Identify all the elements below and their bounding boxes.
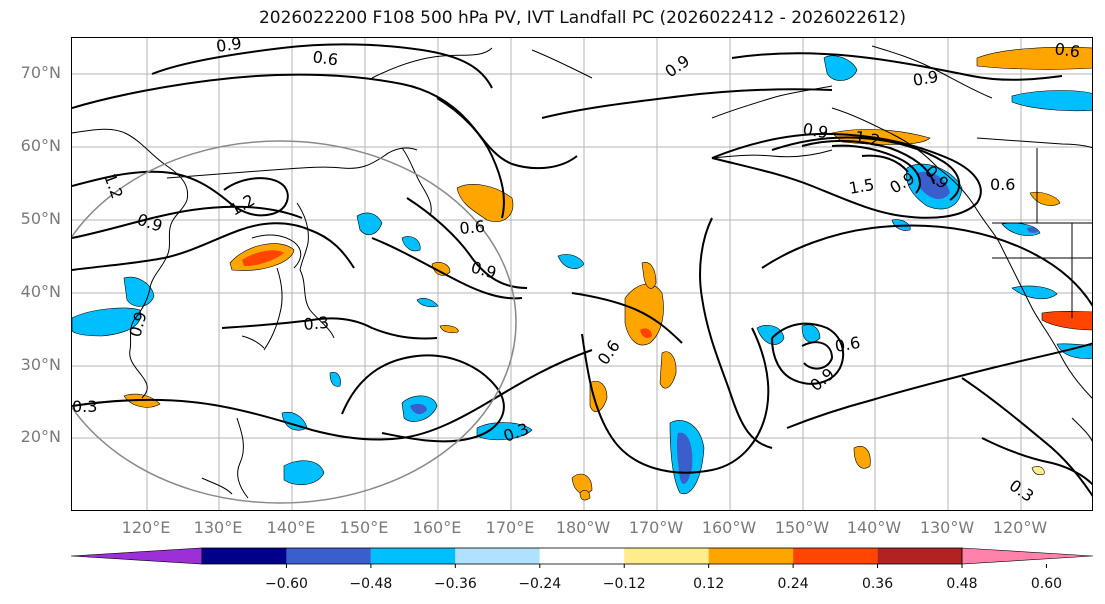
contour-label: 0.3 (72, 397, 97, 416)
lon-label: 120°W (992, 518, 1048, 537)
colorbar-tick-label: 0.12 (693, 576, 725, 592)
colorbar (70, 547, 1094, 568)
colorbar-tick-label: −0.60 (264, 576, 308, 592)
lon-label: 180°W (555, 518, 611, 537)
colorbar-tick-label: 0.24 (777, 576, 809, 592)
lat-label: 60°N (20, 136, 61, 155)
lon-label: 160°E (412, 518, 462, 537)
lon-label: 140°W (846, 518, 902, 537)
contour-label: 1.2 (100, 171, 127, 201)
colorbar-tick-label: −0.36 (433, 576, 477, 592)
colorbar-swatch (286, 548, 371, 564)
lat-label: 50°N (20, 209, 61, 228)
colorbar-tick-label: −0.12 (602, 576, 646, 592)
colorbar-swatch (202, 548, 287, 564)
range-ring (72, 140, 517, 504)
contour-label: 0.6 (1053, 39, 1081, 61)
contour-label: 0.6 (459, 217, 486, 238)
colorbar-tick-label: 0.36 (861, 576, 894, 592)
contour-label: 0.3 (303, 313, 330, 334)
map-canvas: 0.9 0.6 1.2 0.9 1.2 0.9 0.3 0.6 0.9 0.3 … (72, 38, 1092, 510)
colorbar-swatch (708, 548, 794, 564)
lat-label: 70°N (20, 63, 61, 82)
colorbar-tick-label: 0.60 (1030, 576, 1063, 592)
coastlines (72, 45, 1092, 499)
lon-label: 170°E (485, 518, 535, 537)
contour-label: 0.9 (215, 38, 243, 56)
colorbar-swatch (877, 548, 962, 564)
colorbar-extend-high (961, 547, 1094, 565)
colorbar-tick-label: −0.24 (518, 576, 562, 592)
contour-label: 0.9 (911, 67, 939, 90)
colorbar-outline (201, 547, 963, 565)
colorbar-swatch (624, 548, 709, 564)
shaded-anomalies (72, 47, 1092, 501)
contour-label-group: 0.9 0.6 1.2 0.9 1.2 0.9 0.3 0.6 0.9 0.3 … (72, 38, 1081, 506)
colorbar-tick-label: −0.48 (349, 576, 393, 592)
colorbar-tick-label: 0.48 (946, 576, 978, 592)
lon-label: 130°W (919, 518, 975, 537)
contour-label: 0.9 (135, 210, 165, 236)
lat-label: 30°N (20, 355, 61, 374)
lon-label: 170°W (628, 518, 684, 537)
contour-label: 0.3 (1006, 476, 1038, 506)
map-panel: 0.9 0.6 1.2 0.9 1.2 0.9 0.3 0.6 0.9 0.3 … (71, 37, 1093, 511)
lon-label: 150°W (774, 518, 830, 537)
lon-label: 130°E (193, 518, 243, 537)
lon-label: 160°W (701, 518, 757, 537)
contour-label: 1.2 (853, 127, 881, 150)
colorbar-swatch (539, 548, 625, 564)
contour-label: 0.6 (311, 47, 339, 69)
colorbar-extend-low (70, 547, 203, 565)
contour-label: 0.9 (469, 258, 499, 283)
colorbar-swatch (455, 548, 540, 564)
contour-label: 0.6 (594, 337, 624, 369)
colorbar-swatch (370, 548, 456, 564)
contour-label: 0.9 (661, 51, 693, 81)
lat-label: 40°N (20, 282, 61, 301)
lon-label: 120°E (121, 518, 171, 537)
contour-label: 0.6 (833, 333, 861, 356)
lon-label: 140°E (266, 518, 316, 537)
lon-label: 150°E (339, 518, 389, 537)
lat-label: 20°N (20, 427, 61, 446)
contour-label: 1.5 (847, 175, 875, 198)
contour-label: 0.9 (801, 119, 829, 142)
colorbar-swatch (793, 548, 878, 564)
map-title: 2026022200 F108 500 hPa PV, IVT Landfall… (258, 8, 906, 28)
pv-contours (72, 43, 1092, 497)
contour-label: 0.6 (990, 175, 1015, 194)
